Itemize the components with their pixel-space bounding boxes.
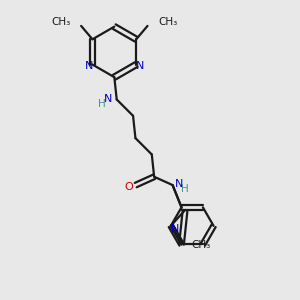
Text: CH₃: CH₃ bbox=[158, 17, 177, 27]
Text: CH₃: CH₃ bbox=[52, 17, 71, 27]
Text: H: H bbox=[98, 99, 106, 109]
Text: N: N bbox=[104, 94, 112, 104]
Text: N: N bbox=[136, 61, 144, 71]
Text: N: N bbox=[171, 224, 179, 235]
Text: CH₃: CH₃ bbox=[192, 240, 211, 250]
Text: N: N bbox=[175, 179, 183, 189]
Text: N: N bbox=[84, 61, 93, 71]
Text: O: O bbox=[125, 182, 134, 192]
Text: H: H bbox=[181, 184, 189, 194]
